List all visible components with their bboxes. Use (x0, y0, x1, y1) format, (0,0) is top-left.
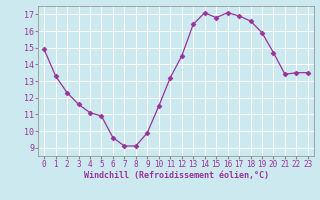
X-axis label: Windchill (Refroidissement éolien,°C): Windchill (Refroidissement éolien,°C) (84, 171, 268, 180)
